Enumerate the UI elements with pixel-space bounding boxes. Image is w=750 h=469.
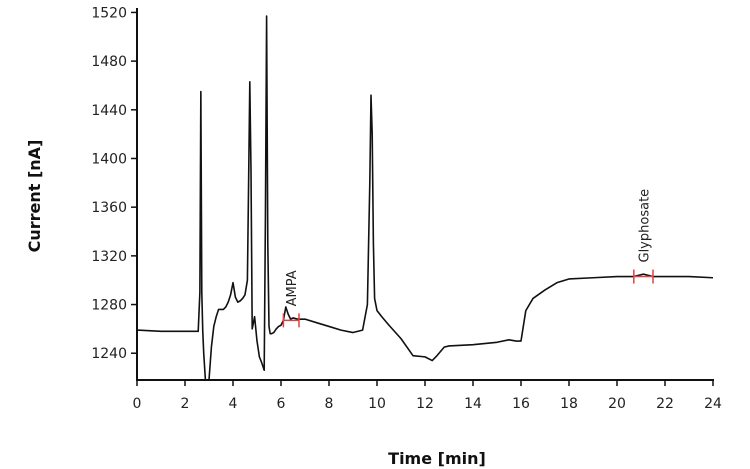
x-tick-label: 24 bbox=[704, 396, 722, 412]
annotation-label: AMPA bbox=[285, 270, 300, 306]
peak-annotations: AMPA Glyphosate bbox=[282, 189, 654, 328]
x-tick-label: 0 bbox=[133, 396, 142, 412]
y-tick-label: 1280 bbox=[91, 298, 127, 314]
peak-annotation: Glyphosate bbox=[633, 189, 654, 284]
x-axis: 0 2 4 6 8 10 12 14 16 18 20 22 24 bbox=[133, 379, 722, 412]
x-tick-label: 14 bbox=[464, 396, 482, 412]
x-tick-label: 16 bbox=[512, 396, 530, 412]
y-tick-label: 1480 bbox=[91, 54, 127, 70]
x-tick-label: 12 bbox=[416, 396, 434, 412]
x-axis-title: Time [min] bbox=[388, 449, 486, 468]
y-axis: 1240 1280 1320 1360 1400 1440 1480 1520 bbox=[91, 5, 138, 380]
y-tick-label: 1360 bbox=[91, 200, 127, 216]
y-tick-label: 1520 bbox=[91, 5, 127, 21]
x-tick-label: 18 bbox=[560, 396, 578, 412]
y-tick-label: 1440 bbox=[91, 103, 127, 119]
x-tick-label: 10 bbox=[368, 396, 386, 412]
y-tick-label: 1400 bbox=[91, 151, 127, 167]
x-tick-label: 2 bbox=[181, 396, 190, 412]
x-tick-label: 4 bbox=[229, 396, 238, 412]
y-tick-label: 1240 bbox=[91, 346, 127, 362]
annotation-label: Glyphosate bbox=[637, 189, 652, 263]
y-axis-title: Current [nA] bbox=[25, 140, 44, 253]
peak-annotation: AMPA bbox=[282, 270, 300, 328]
x-tick-label: 8 bbox=[325, 396, 334, 412]
x-tick-label: 6 bbox=[277, 396, 286, 412]
current-trace-line bbox=[136, 15, 714, 381]
y-tick-label: 1320 bbox=[91, 249, 127, 265]
x-tick-label: 22 bbox=[656, 396, 674, 412]
x-tick-label: 20 bbox=[608, 396, 626, 412]
